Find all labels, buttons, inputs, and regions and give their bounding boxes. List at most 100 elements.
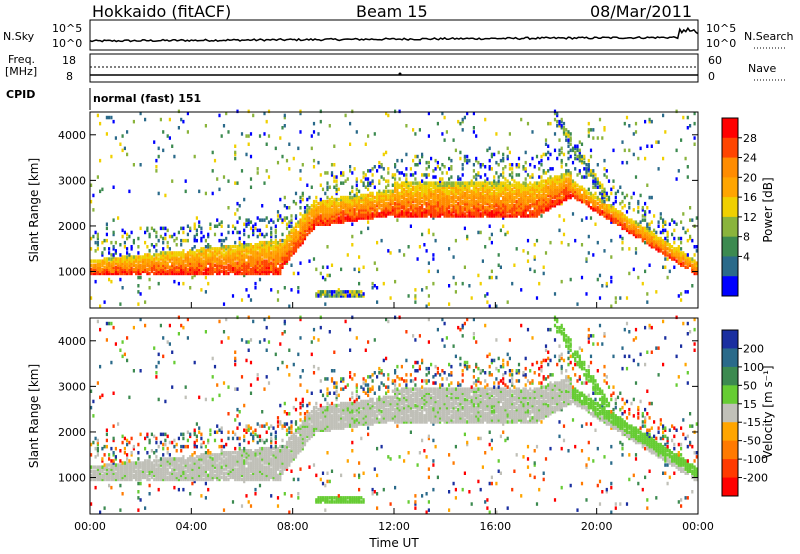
velocity-cell (126, 469, 129, 473)
power-cell (376, 201, 379, 206)
power-cell (261, 269, 264, 274)
power-cell (211, 150, 214, 155)
power-cell (556, 199, 559, 204)
power-cell (193, 154, 196, 159)
velocity-cell (141, 471, 144, 475)
power-cell (481, 204, 484, 208)
power-cell (448, 247, 451, 251)
power-cell (414, 204, 417, 208)
power-cell (641, 236, 644, 241)
power-cell (150, 267, 153, 272)
power-cell (186, 263, 189, 267)
power-cell (360, 210, 363, 214)
power-cell (258, 245, 262, 249)
power-cell (497, 197, 500, 202)
power-cell (362, 208, 365, 212)
power-cell (333, 197, 336, 202)
power-cell (655, 290, 658, 294)
power-cell (153, 263, 156, 267)
power-cell (450, 208, 453, 212)
power-cell (614, 191, 617, 196)
power-cell (270, 261, 273, 265)
power-cell (427, 191, 430, 196)
power-cell (335, 294, 338, 298)
power-cell (249, 226, 253, 231)
power-cell (258, 249, 262, 253)
power-cell (267, 249, 271, 253)
velocity-cell (157, 352, 160, 357)
power-cell (90, 236, 93, 241)
velocity-cell (112, 473, 115, 478)
power-cell (358, 255, 361, 259)
power-cell (488, 191, 491, 196)
power-cell (556, 181, 559, 185)
power-cell (520, 191, 523, 196)
power-cell (265, 271, 268, 276)
power-cell (560, 150, 563, 155)
power-cell (153, 259, 156, 263)
power-cell (553, 199, 557, 204)
power-cell (486, 148, 489, 153)
power-cell (108, 277, 111, 282)
power-cell (353, 201, 356, 206)
power-cell (103, 265, 106, 269)
power-cell (146, 226, 149, 231)
power-cell (340, 201, 343, 206)
power-cell (601, 193, 604, 198)
velocity-cell (148, 471, 151, 475)
velocity-cell (130, 469, 133, 473)
power-cell (504, 193, 507, 198)
power-cell (137, 269, 140, 274)
velocity-cell (101, 467, 104, 471)
power-cell (382, 201, 385, 206)
power-cell (349, 142, 352, 146)
power-cell (423, 201, 426, 206)
power-cell (463, 214, 466, 218)
power-cell (261, 257, 264, 261)
power-cell (330, 163, 334, 167)
power-cell (263, 271, 266, 276)
velocity-cell (99, 364, 102, 369)
power-cell (324, 218, 327, 222)
power-cell (657, 240, 660, 245)
power-cell (454, 212, 457, 216)
power-cell (299, 226, 302, 231)
power-cell (389, 189, 392, 194)
power-cell (637, 232, 640, 237)
power-cell (574, 150, 577, 155)
power-cell (558, 187, 561, 192)
power-cell (249, 249, 253, 253)
power-cell (639, 232, 642, 237)
power-cell (644, 269, 647, 274)
power-cell (427, 173, 430, 177)
power-cell (126, 271, 129, 276)
velocity-cell (121, 440, 124, 445)
power-cell (630, 218, 633, 222)
power-cell (227, 267, 230, 272)
power-cell (403, 208, 406, 212)
power-cell (637, 201, 640, 206)
power-cell (490, 195, 493, 200)
velocity-cell (119, 473, 122, 478)
power-cell (637, 228, 640, 233)
power-cell (580, 199, 584, 204)
power-cell (200, 288, 203, 292)
power-cell (225, 261, 228, 265)
power-cell (436, 183, 439, 187)
power-cell (326, 185, 329, 189)
power-cell (612, 208, 615, 212)
power-cell (148, 261, 151, 265)
power-cell (686, 261, 689, 265)
power-cell (459, 189, 462, 194)
power-cell (191, 267, 194, 272)
power-cell (240, 261, 244, 265)
power-cell (427, 195, 430, 200)
power-cell (387, 193, 390, 198)
power-cell (290, 236, 293, 241)
power-cell (497, 175, 500, 179)
power-cell (655, 245, 658, 249)
power-cell (265, 247, 268, 251)
velocity-cell (155, 477, 158, 482)
power-cell (497, 179, 500, 183)
power-cell (333, 199, 336, 204)
